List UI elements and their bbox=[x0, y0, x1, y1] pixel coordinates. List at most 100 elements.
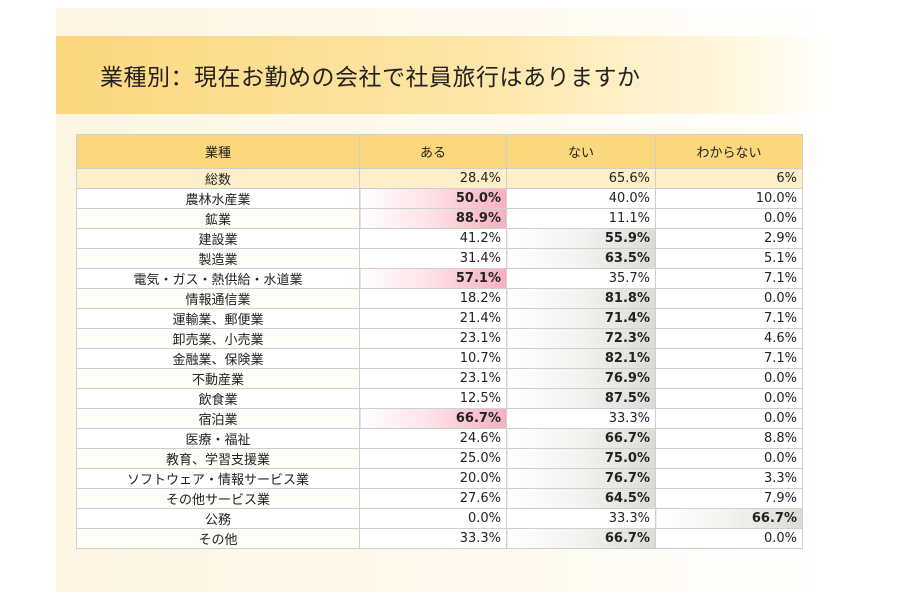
industry-label: その他 bbox=[76, 528, 360, 549]
value-cell-no: 63.5% bbox=[506, 248, 656, 269]
total-no: 65.6% bbox=[506, 168, 656, 189]
industry-label: 飲食業 bbox=[76, 388, 360, 409]
value-cell-yes: 41.2% bbox=[359, 228, 507, 249]
column-header-yes: ある bbox=[359, 134, 507, 169]
industry-label: 情報通信業 bbox=[76, 288, 360, 309]
industry-label: 宿泊業 bbox=[76, 408, 360, 429]
value-cell-no: 11.1% bbox=[506, 208, 656, 229]
page-title: 業種別：現在お勤めの会社で社員旅行はありますか bbox=[100, 65, 641, 91]
industry-label: 建設業 bbox=[76, 228, 360, 249]
value-cell-no: 64.5% bbox=[506, 488, 656, 509]
industry-label: その他サービス業 bbox=[76, 488, 360, 509]
industry-label: 公務 bbox=[76, 508, 360, 529]
value-cell-no: 55.9% bbox=[506, 228, 656, 249]
value-cell-unknown: 66.7% bbox=[655, 508, 803, 529]
value-cell-unknown: 7.1% bbox=[655, 348, 803, 369]
column-header-unknown: わからない bbox=[655, 134, 803, 169]
value-cell-yes: 66.7% bbox=[359, 408, 507, 429]
value-cell-unknown: 8.8% bbox=[655, 428, 803, 449]
value-cell-unknown: 0.0% bbox=[655, 408, 803, 429]
industry-label: 不動産業 bbox=[76, 368, 360, 389]
value-cell-yes: 24.6% bbox=[359, 428, 507, 449]
survey-table: 業種 ある ない わからない 総数 28.4% 65.6% 6% 農林水産業 50… bbox=[76, 134, 803, 549]
industry-label: 運輸業、郵便業 bbox=[76, 308, 360, 329]
value-cell-no: 33.3% bbox=[506, 408, 656, 429]
value-cell-yes: 20.0% bbox=[359, 468, 507, 489]
value-cell-no: 71.4% bbox=[506, 308, 656, 329]
column-header-no: ない bbox=[506, 134, 656, 169]
table-row: 飲食業 12.5% 87.5% 0.0% bbox=[76, 388, 803, 409]
table-row: その他サービス業 27.6% 64.5% 7.9% bbox=[76, 488, 803, 509]
industry-label: 医療・福祉 bbox=[76, 428, 360, 449]
industry-label: 鉱業 bbox=[76, 208, 360, 229]
table-row: 農林水産業 50.0% 40.0% 10.0% bbox=[76, 188, 803, 209]
table-row: 宿泊業 66.7% 33.3% 0.0% bbox=[76, 408, 803, 429]
value-cell-unknown: 7.1% bbox=[655, 268, 803, 289]
industry-label: 金融業、保険業 bbox=[76, 348, 360, 369]
table-row: 情報通信業 18.2% 81.8% 0.0% bbox=[76, 288, 803, 309]
value-cell-yes: 0.0% bbox=[359, 508, 507, 529]
value-cell-no: 87.5% bbox=[506, 388, 656, 409]
value-cell-unknown: 4.6% bbox=[655, 328, 803, 349]
table-row: 製造業 31.4% 63.5% 5.1% bbox=[76, 248, 803, 269]
total-row: 総数 28.4% 65.6% 6% bbox=[76, 168, 803, 189]
value-cell-unknown: 5.1% bbox=[655, 248, 803, 269]
value-cell-no: 82.1% bbox=[506, 348, 656, 369]
table-row: その他 33.3% 66.7% 0.0% bbox=[76, 528, 803, 549]
value-cell-yes: 33.3% bbox=[359, 528, 507, 549]
value-cell-yes: 50.0% bbox=[359, 188, 507, 209]
industry-label: 農林水産業 bbox=[76, 188, 360, 209]
value-cell-unknown: 10.0% bbox=[655, 188, 803, 209]
value-cell-no: 75.0% bbox=[506, 448, 656, 469]
industry-label: 卸売業、小売業 bbox=[76, 328, 360, 349]
table-row: ソフトウェア・情報サービス業 20.0% 76.7% 3.3% bbox=[76, 468, 803, 489]
table-row: 運輸業、郵便業 21.4% 71.4% 7.1% bbox=[76, 308, 803, 329]
table-row: 建設業 41.2% 55.9% 2.9% bbox=[76, 228, 803, 249]
value-cell-yes: 12.5% bbox=[359, 388, 507, 409]
total-label: 総数 bbox=[76, 168, 360, 189]
total-unknown: 6% bbox=[655, 168, 803, 189]
value-cell-no: 40.0% bbox=[506, 188, 656, 209]
value-cell-yes: 27.6% bbox=[359, 488, 507, 509]
table-row: 公務 0.0% 33.3% 66.7% bbox=[76, 508, 803, 529]
value-cell-no: 76.7% bbox=[506, 468, 656, 489]
total-yes: 28.4% bbox=[359, 168, 507, 189]
table-row: 電気・ガス・熱供給・水道業 57.1% 35.7% 7.1% bbox=[76, 268, 803, 289]
value-cell-unknown: 0.0% bbox=[655, 208, 803, 229]
value-cell-no: 72.3% bbox=[506, 328, 656, 349]
table-row: 鉱業 88.9% 11.1% 0.0% bbox=[76, 208, 803, 229]
value-cell-unknown: 0.0% bbox=[655, 388, 803, 409]
title-band bbox=[56, 36, 836, 114]
value-cell-no: 81.8% bbox=[506, 288, 656, 309]
value-cell-unknown: 0.0% bbox=[655, 448, 803, 469]
value-cell-yes: 31.4% bbox=[359, 248, 507, 269]
column-header-industry: 業種 bbox=[76, 134, 360, 169]
value-cell-yes: 23.1% bbox=[359, 328, 507, 349]
value-cell-no: 35.7% bbox=[506, 268, 656, 289]
table-row: 金融業、保険業 10.7% 82.1% 7.1% bbox=[76, 348, 803, 369]
value-cell-unknown: 0.0% bbox=[655, 528, 803, 549]
value-cell-unknown: 7.1% bbox=[655, 308, 803, 329]
value-cell-unknown: 0.0% bbox=[655, 288, 803, 309]
table-row: 卸売業、小売業 23.1% 72.3% 4.6% bbox=[76, 328, 803, 349]
value-cell-yes: 57.1% bbox=[359, 268, 507, 289]
industry-label: 教育、学習支援業 bbox=[76, 448, 360, 469]
value-cell-unknown: 0.0% bbox=[655, 368, 803, 389]
value-cell-yes: 88.9% bbox=[359, 208, 507, 229]
table-row: 医療・福祉 24.6% 66.7% 8.8% bbox=[76, 428, 803, 449]
value-cell-no: 66.7% bbox=[506, 428, 656, 449]
value-cell-yes: 21.4% bbox=[359, 308, 507, 329]
value-cell-no: 76.9% bbox=[506, 368, 656, 389]
table-row: 不動産業 23.1% 76.9% 0.0% bbox=[76, 368, 803, 389]
value-cell-no: 66.7% bbox=[506, 528, 656, 549]
value-cell-yes: 10.7% bbox=[359, 348, 507, 369]
value-cell-yes: 18.2% bbox=[359, 288, 507, 309]
table-row: 教育、学習支援業 25.0% 75.0% 0.0% bbox=[76, 448, 803, 469]
industry-label: 製造業 bbox=[76, 248, 360, 269]
value-cell-yes: 23.1% bbox=[359, 368, 507, 389]
value-cell-unknown: 3.3% bbox=[655, 468, 803, 489]
value-cell-no: 33.3% bbox=[506, 508, 656, 529]
value-cell-yes: 25.0% bbox=[359, 448, 507, 469]
value-cell-unknown: 7.9% bbox=[655, 488, 803, 509]
industry-label: 電気・ガス・熱供給・水道業 bbox=[76, 268, 360, 289]
